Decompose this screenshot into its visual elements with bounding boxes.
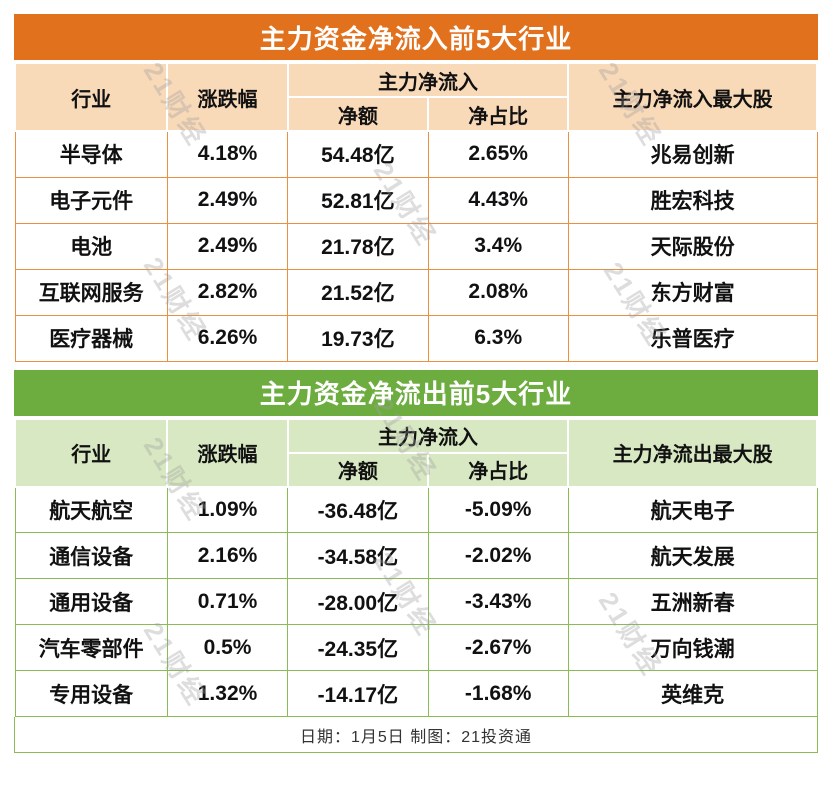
inflow-header-group: 主力净流入 <box>286 62 570 98</box>
cell-change: 0.5% <box>166 624 289 671</box>
cell-net-ratio: 6.3% <box>427 314 569 362</box>
table-row: 互联网服务 2.82% 21.52亿 2.08% 东方财富 <box>14 268 818 316</box>
cell-net-amount: -14.17亿 <box>287 670 429 717</box>
table-row: 电池 2.49% 21.78亿 3.4% 天际股份 <box>14 222 818 270</box>
cell-net-amount: 52.81亿 <box>287 176 429 224</box>
outflow-header-net-amount: 净额 <box>286 451 430 488</box>
outflow-header-group: 主力净流入 <box>286 417 570 454</box>
inflow-title: 主力资金净流入前5大行业 <box>14 14 818 60</box>
outflow-table: 行业 涨跌幅 主力净流入 主力净流出最大股 净额 净占比 航天航空 1.09% … <box>13 417 818 717</box>
cell-net-ratio: -1.68% <box>427 670 569 717</box>
cell-net-amount: -36.48亿 <box>287 486 429 533</box>
table-row: 电子元件 2.49% 52.81亿 4.43% 胜宏科技 <box>14 176 818 224</box>
outflow-header-net-ratio: 净占比 <box>427 451 570 488</box>
cell-top-stock: 胜宏科技 <box>567 176 818 224</box>
cell-change: 2.49% <box>166 222 289 270</box>
cell-net-amount: 54.48亿 <box>287 130 429 178</box>
table-row: 半导体 4.18% 54.48亿 2.65% 兆易创新 <box>14 130 818 178</box>
inflow-header-net-ratio: 净占比 <box>427 96 570 132</box>
cell-net-ratio: -2.02% <box>427 532 569 579</box>
table-row: 专用设备 1.32% -14.17亿 -1.68% 英维克 <box>14 670 818 717</box>
cell-industry: 电子元件 <box>14 176 168 224</box>
cell-top-stock: 兆易创新 <box>567 130 818 178</box>
cell-industry: 医疗器械 <box>14 314 168 362</box>
footer-note: 日期：1月5日 制图：21投资通 <box>14 717 818 753</box>
cell-change: 2.49% <box>166 176 289 224</box>
cell-net-amount: 19.73亿 <box>287 314 429 362</box>
cell-net-amount: 21.52亿 <box>287 268 429 316</box>
outflow-header-change: 涨跌幅 <box>166 417 289 488</box>
cell-change: 6.26% <box>166 314 289 362</box>
outflow-header-industry: 行业 <box>13 417 169 488</box>
cell-industry: 专用设备 <box>14 670 168 717</box>
cell-top-stock: 五洲新春 <box>567 578 818 625</box>
cell-net-ratio: 4.43% <box>427 176 569 224</box>
cell-change: 2.16% <box>166 532 289 579</box>
cell-top-stock: 航天电子 <box>567 486 818 533</box>
cell-industry: 汽车零部件 <box>14 624 168 671</box>
cell-top-stock: 东方财富 <box>567 268 818 316</box>
table-row: 通信设备 2.16% -34.58亿 -2.02% 航天发展 <box>14 532 818 579</box>
cell-change: 1.09% <box>166 486 289 533</box>
cell-net-ratio: -2.67% <box>427 624 569 671</box>
cell-change: 1.32% <box>166 670 289 717</box>
cell-top-stock: 航天发展 <box>567 532 818 579</box>
cell-net-ratio: 2.08% <box>427 268 569 316</box>
cell-industry: 通用设备 <box>14 578 168 625</box>
cell-net-ratio: -5.09% <box>427 486 569 533</box>
cell-net-amount: 21.78亿 <box>287 222 429 270</box>
cell-change: 4.18% <box>166 130 289 178</box>
cell-top-stock: 乐普医疗 <box>567 314 818 362</box>
cell-net-ratio: 3.4% <box>427 222 569 270</box>
cell-industry: 航天航空 <box>14 486 168 533</box>
inflow-header-industry: 行业 <box>13 62 169 132</box>
cell-industry: 半导体 <box>14 130 168 178</box>
inflow-header-net-amount: 净额 <box>286 96 430 132</box>
cell-top-stock: 天际股份 <box>567 222 818 270</box>
cell-change: 0.71% <box>166 578 289 625</box>
table-row: 通用设备 0.71% -28.00亿 -3.43% 五洲新春 <box>14 578 818 625</box>
outflow-header-top-stock: 主力净流出最大股 <box>567 417 818 488</box>
table-row: 医疗器械 6.26% 19.73亿 6.3% 乐普医疗 <box>14 314 818 362</box>
table-row: 汽车零部件 0.5% -24.35亿 -2.67% 万向钱潮 <box>14 624 818 671</box>
cell-top-stock: 英维克 <box>567 670 818 717</box>
inflow-section: 主力资金净流入前5大行业 行业 涨跌幅 主力净流入 主力净流入最大股 净额 净占… <box>13 14 818 362</box>
cell-industry: 通信设备 <box>14 532 168 579</box>
inflow-header-top-stock: 主力净流入最大股 <box>567 62 818 132</box>
cell-top-stock: 万向钱潮 <box>567 624 818 671</box>
cell-industry: 电池 <box>14 222 168 270</box>
outflow-section: 主力资金净流出前5大行业 行业 涨跌幅 主力净流入 主力净流出最大股 净额 净占… <box>13 369 818 753</box>
cell-industry: 互联网服务 <box>14 268 168 316</box>
table-row: 航天航空 1.09% -36.48亿 -5.09% 航天电子 <box>14 486 818 533</box>
cell-change: 2.82% <box>166 268 289 316</box>
outflow-title: 主力资金净流出前5大行业 <box>14 369 818 416</box>
inflow-table: 行业 涨跌幅 主力净流入 主力净流入最大股 净额 净占比 半导体 4.18% 5… <box>13 62 818 362</box>
cell-net-amount: -28.00亿 <box>287 578 429 625</box>
cell-net-amount: -34.58亿 <box>287 532 429 579</box>
cell-net-ratio: 2.65% <box>427 130 569 178</box>
cell-net-amount: -24.35亿 <box>287 624 429 671</box>
cell-net-ratio: -3.43% <box>427 578 569 625</box>
inflow-header-change: 涨跌幅 <box>166 62 289 132</box>
